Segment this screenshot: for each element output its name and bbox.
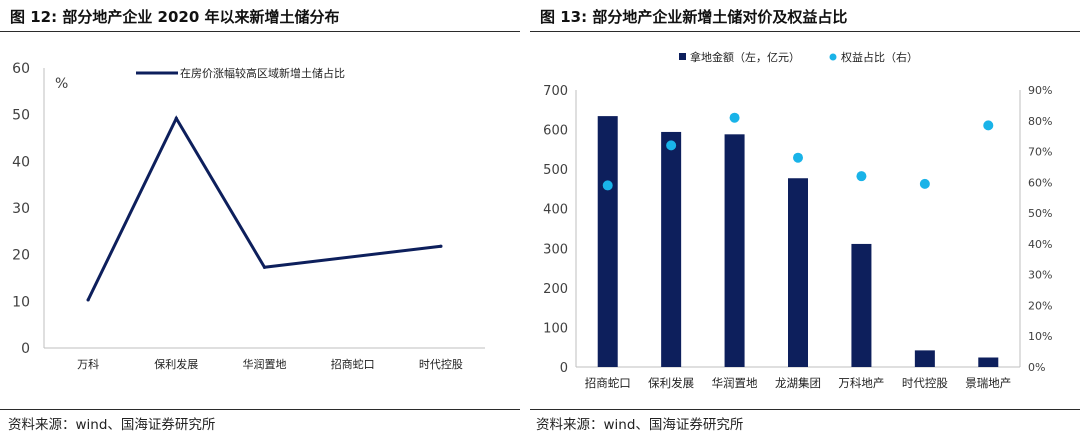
right-tick-label: 60%	[1028, 176, 1052, 189]
left-tick-label: 400	[543, 203, 568, 218]
x-tick-label: 华润置地	[712, 376, 758, 390]
scatter-point	[729, 112, 740, 123]
data-point	[86, 298, 90, 302]
scatter-point	[602, 180, 613, 191]
source-note: 资料来源：wind、国海证券研究所	[8, 417, 216, 433]
bar	[724, 134, 745, 367]
x-tick-label: 保利发展	[154, 357, 198, 371]
scatter-point	[856, 171, 867, 182]
x-tick-label: 保利发展	[648, 376, 694, 390]
right-tick-label: 40%	[1028, 238, 1052, 251]
y-tick-label: 40	[12, 154, 30, 170]
left-tick-label: 500	[543, 163, 568, 178]
left-tick-label: 100	[543, 321, 568, 336]
y-axis-unit: %	[55, 76, 68, 92]
right-tick-label: 20%	[1028, 299, 1052, 312]
y-tick-label: 10	[12, 294, 30, 310]
right-tick-label: 10%	[1028, 330, 1052, 343]
x-tick-label: 景瑞地产	[965, 376, 1011, 390]
figure-13-panel: 图 13: 部分地产企业新增土储对价及权益占比 0 100 200 300 400 500…	[530, 0, 1080, 443]
scatter-point	[793, 152, 803, 163]
title-divider	[530, 31, 1080, 32]
footer-divider	[0, 409, 520, 410]
data-point	[262, 265, 267, 269]
left-tick-label: 700	[543, 84, 568, 99]
left-tick-label: 0	[560, 361, 568, 376]
bar	[914, 350, 935, 367]
line-chart: 0 10 20 30 40 50 60% 万科 保利发展 华润置地 招商蛇口 时代控股 在房价涨幅较高区…	[12, 61, 485, 371]
y-tick-label: 50	[12, 108, 30, 124]
figure-13-title: 图 13: 部分地产企业新增土储对价及权益占比	[540, 8, 848, 26]
data-point	[439, 244, 443, 248]
right-tick-label: 70%	[1028, 146, 1052, 159]
bar	[661, 131, 682, 367]
scatter-point	[919, 178, 930, 189]
legend-swatch-bar	[679, 53, 686, 60]
figure-12-panel: 图 12: 部分地产企业 2020 年以来新增土储分布 0 10 20 30 40 50 6…	[0, 0, 530, 443]
x-tick-label: 招商蛇口	[331, 357, 375, 371]
legend-label-bar: 拿地金额（左，亿元）	[690, 50, 800, 64]
x-tick-label: 万科地产	[838, 376, 884, 390]
right-tick-label: 90%	[1028, 84, 1052, 97]
bar	[597, 116, 618, 367]
y-tick-label: 60	[12, 61, 30, 77]
x-tick-label: 龙湖集团	[775, 376, 821, 390]
scatter-point	[666, 140, 677, 151]
left-tick-label: 300	[543, 242, 568, 257]
legend-label-point: 权益占比（右）	[841, 50, 918, 64]
y-tick-label: 0	[21, 341, 30, 357]
right-tick-label: 50%	[1028, 207, 1052, 220]
source-note: 资料来源：wind、国海证券研究所	[536, 417, 744, 433]
x-tick-label: 时代控股	[902, 376, 948, 390]
legend-label: 在房价涨幅较高区域新增土储占比	[180, 66, 345, 80]
x-tick-label: 万科	[77, 357, 99, 371]
figure-12-title: 图 12: 部分地产企业 2020 年以来新增土储分布	[10, 8, 340, 26]
x-tick-label: 招商蛇口	[585, 376, 631, 390]
y-tick-label: 30	[12, 201, 30, 217]
right-tick-label: 80%	[1028, 115, 1052, 128]
title-divider	[0, 31, 520, 32]
bar-scatter-chart: 0 100 200 300 400 500 600 700 0% 10% 20% 30% 40% 50% 6…	[543, 50, 1052, 390]
scatter-point	[983, 120, 994, 131]
bar	[851, 243, 872, 367]
bar	[978, 357, 999, 367]
footer-divider	[530, 409, 1080, 410]
y-tick-label: 20	[12, 248, 30, 264]
right-tick-label: 0%	[1028, 361, 1045, 374]
x-tick-label: 时代控股	[419, 357, 463, 371]
bar	[788, 178, 808, 367]
x-tick-label: 华润置地	[243, 357, 287, 371]
right-tick-label: 30%	[1028, 269, 1052, 282]
legend-swatch-point	[829, 53, 837, 61]
series-line	[86, 115, 442, 301]
left-tick-label: 600	[543, 124, 568, 139]
left-tick-label: 200	[543, 282, 568, 297]
data-point	[174, 116, 178, 120]
